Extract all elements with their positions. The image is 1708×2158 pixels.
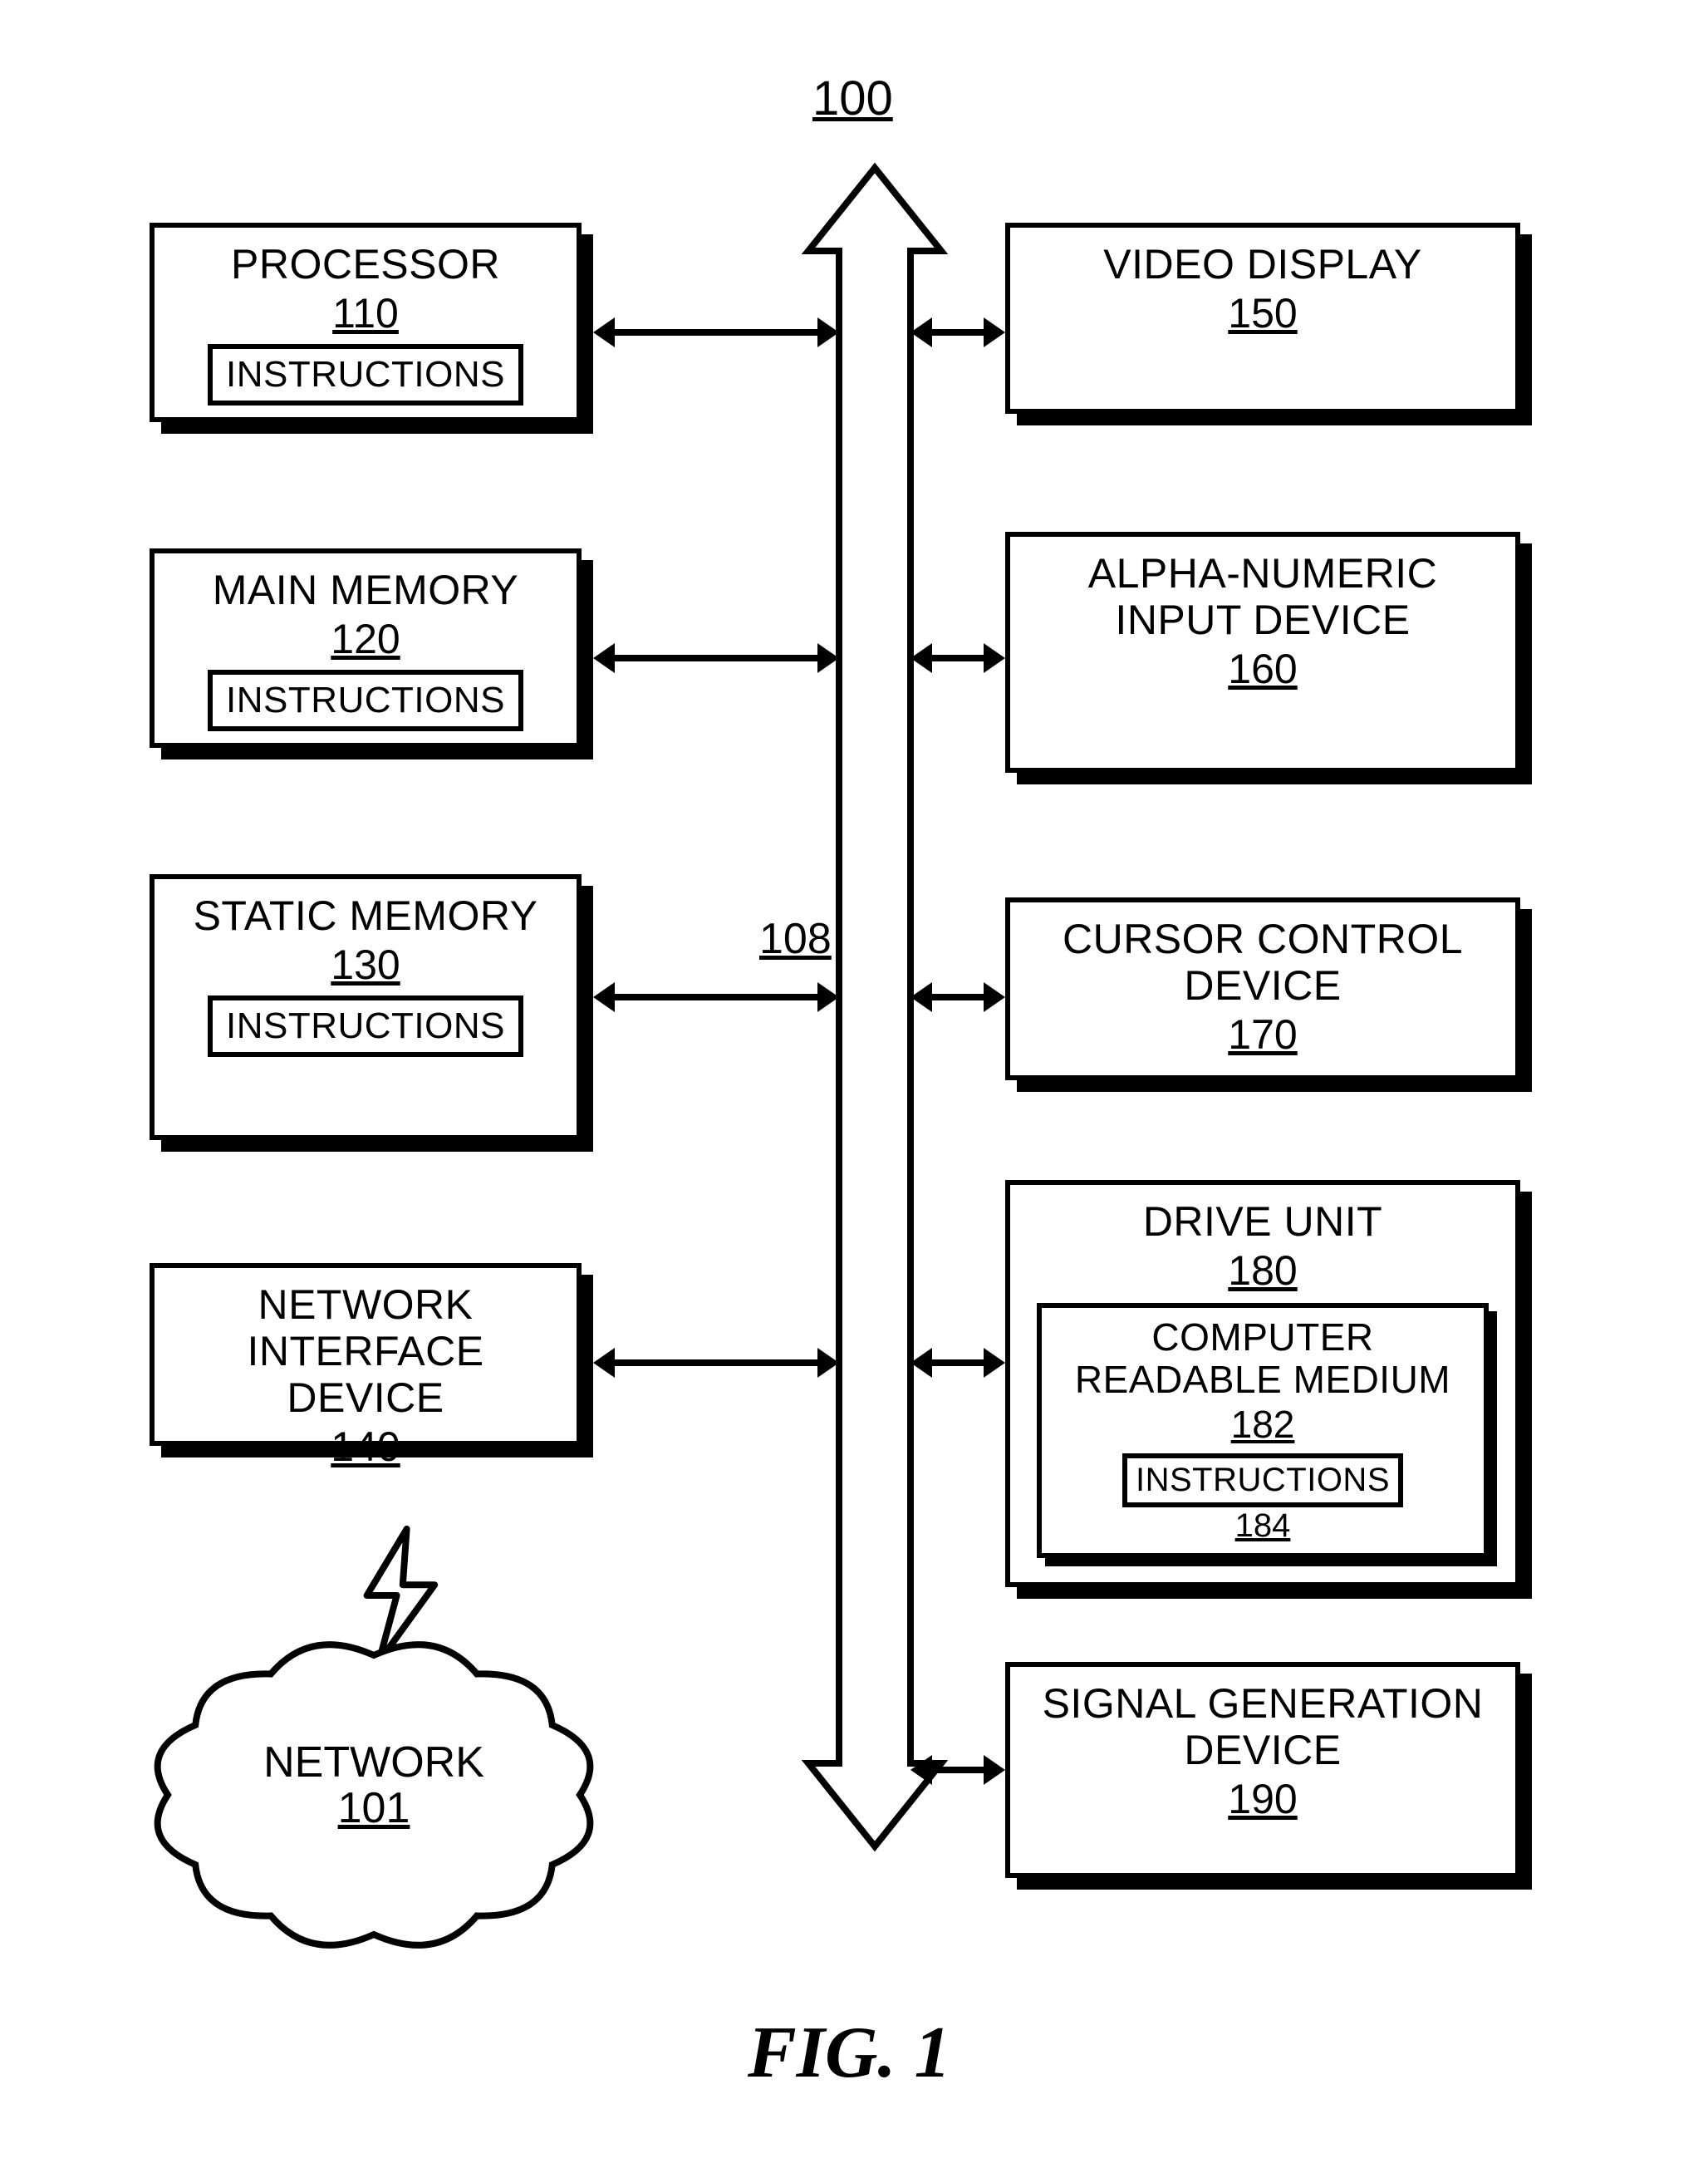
main-memory-title: MAIN MEMORY bbox=[213, 567, 519, 613]
static-memory-title: STATIC MEMORY bbox=[194, 892, 538, 939]
figure-top-ref: 100 bbox=[812, 71, 893, 126]
drive-unit-connector bbox=[910, 1338, 1005, 1388]
processor-connector bbox=[593, 307, 839, 357]
alpha-input-ref: 160 bbox=[1228, 645, 1297, 693]
main-memory-box: MAIN MEMORY120 INSTRUCTIONS bbox=[150, 548, 582, 748]
drive-unit-ref: 180 bbox=[1228, 1246, 1297, 1295]
static-memory-connector bbox=[593, 972, 839, 1022]
video-display-title: VIDEO DISPLAY bbox=[1103, 241, 1421, 288]
drive-unit-inner-box: COMPUTER READABLE MEDIUM182 INSTRUCTIONS1… bbox=[1037, 1303, 1490, 1558]
cursor-ctrl-connector bbox=[910, 972, 1005, 1022]
cursor-ctrl-title: CURSOR CONTROL DEVICE bbox=[1027, 916, 1499, 1009]
alpha-input-box: ALPHA-NUMERIC INPUT DEVICE160 bbox=[1005, 532, 1520, 773]
bus-ref: 108 bbox=[756, 914, 835, 964]
processor-box: PROCESSOR110 INSTRUCTIONS bbox=[150, 223, 582, 422]
alpha-input-connector bbox=[910, 633, 1005, 683]
figure-label: FIG. 1 bbox=[748, 2011, 951, 2095]
network-iface-title: NETWORK INTERFACE DEVICE bbox=[169, 1281, 562, 1421]
main-memory-connector bbox=[593, 633, 839, 683]
network-iface-ref: 140 bbox=[331, 1423, 400, 1471]
drive-unit-box: DRIVE UNIT180 COMPUTER READABLE MEDIUM182… bbox=[1005, 1180, 1520, 1587]
alpha-input-title: ALPHA-NUMERIC INPUT DEVICE bbox=[1027, 550, 1499, 643]
drive-unit-inner-instr-ref: 184 bbox=[1235, 1507, 1291, 1545]
processor-title: PROCESSOR bbox=[231, 241, 500, 288]
cursor-ctrl-box: CURSOR CONTROL DEVICE170 bbox=[1005, 897, 1520, 1080]
cursor-ctrl-ref: 170 bbox=[1228, 1010, 1297, 1059]
main-memory-ref: 120 bbox=[331, 615, 400, 663]
processor-instructions: INSTRUCTIONS bbox=[208, 344, 523, 406]
sig-gen-ref: 190 bbox=[1228, 1775, 1297, 1823]
video-display-connector bbox=[910, 307, 1005, 357]
static-memory-ref: 130 bbox=[331, 941, 400, 989]
processor-ref: 110 bbox=[332, 289, 399, 337]
network-iface-connector bbox=[593, 1338, 839, 1388]
drive-unit-inner-instr: INSTRUCTIONS bbox=[1122, 1453, 1403, 1507]
video-display-ref: 150 bbox=[1228, 289, 1297, 337]
sig-gen-title: SIGNAL GENERATION DEVICE bbox=[1027, 1680, 1499, 1773]
network-ref: 101 bbox=[253, 1786, 494, 1831]
drive-unit-title: DRIVE UNIT bbox=[1143, 1198, 1382, 1245]
network-label: NETWORK101 bbox=[253, 1740, 494, 1831]
static-memory-box: STATIC MEMORY130 INSTRUCTIONS bbox=[150, 874, 582, 1140]
main-memory-instructions: INSTRUCTIONS bbox=[208, 670, 523, 731]
sig-gen-connector bbox=[910, 1745, 1005, 1795]
network-title: NETWORK bbox=[253, 1740, 494, 1786]
network-iface-box: NETWORK INTERFACE DEVICE140 bbox=[150, 1263, 582, 1446]
lightning-icon bbox=[349, 1529, 449, 1662]
drive-unit-inner-ref: 182 bbox=[1231, 1402, 1295, 1447]
video-display-box: VIDEO DISPLAY150 bbox=[1005, 223, 1520, 414]
static-memory-instructions: INSTRUCTIONS bbox=[208, 995, 523, 1057]
sig-gen-box: SIGNAL GENERATION DEVICE190 bbox=[1005, 1662, 1520, 1878]
drive-unit-inner-title: COMPUTER READABLE MEDIUM bbox=[1060, 1316, 1465, 1400]
